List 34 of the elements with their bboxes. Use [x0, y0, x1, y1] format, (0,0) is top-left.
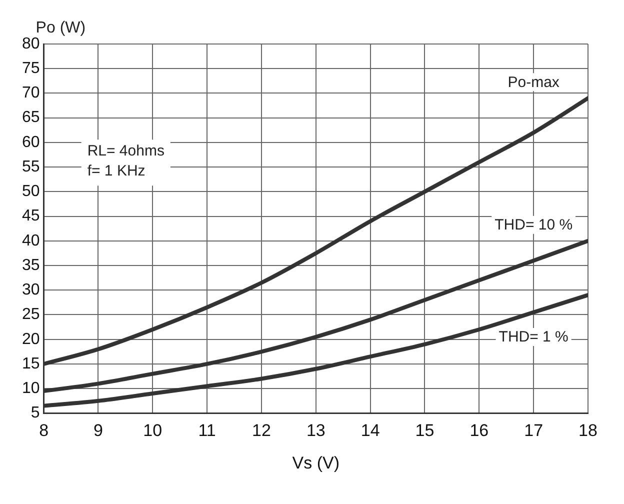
x-tick-label: 13: [306, 421, 326, 440]
y-tick-label: 50: [22, 183, 40, 200]
y-tick-label: 55: [22, 158, 40, 176]
x-tick-label: 12: [252, 421, 271, 440]
x-tick-label: 11: [198, 421, 216, 440]
series-label: THD= 1 %: [498, 328, 568, 346]
y-tick-label: 25: [22, 306, 40, 324]
y-axis-title: Po (W): [36, 19, 86, 36]
y-tick-label: 35: [22, 256, 40, 274]
y-tick-label: 10: [22, 380, 40, 397]
x-tick-label: 17: [524, 421, 544, 440]
y-tick-label: 15: [22, 355, 40, 372]
x-axis-title: Vs (V): [292, 453, 340, 472]
x-tick-label: 16: [470, 421, 489, 440]
y-tick-label: 30: [22, 282, 40, 299]
x-tick-label: 18: [578, 421, 598, 440]
series-label: Po-max: [508, 74, 560, 91]
annotation: f= 1 KHz: [87, 162, 146, 180]
y-tick-label: 20: [22, 330, 40, 348]
y-tick-label: 40: [22, 232, 40, 250]
annotation: RL= 4ohms: [87, 142, 164, 160]
y-tick-label: 60: [22, 134, 40, 151]
y-tick-label: 70: [22, 84, 40, 102]
y-tick-label: 65: [22, 109, 40, 126]
y-tick-label: 80: [22, 35, 40, 52]
x-tick-label: 9: [93, 421, 103, 440]
y-tick-label: 75: [22, 60, 40, 78]
x-tick-label: 15: [415, 421, 434, 440]
y-tick-label: 45: [22, 208, 40, 225]
x-tick-label: 10: [143, 421, 162, 440]
series-label: THD= 10 %: [494, 216, 573, 234]
x-tick-label: 14: [360, 421, 380, 440]
x-tick-label: 8: [39, 421, 49, 440]
y-tick-label: 5: [30, 404, 40, 422]
